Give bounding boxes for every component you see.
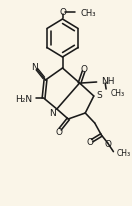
Text: O: O [56,128,63,137]
Text: CH₃: CH₃ [81,8,96,18]
Text: CH₃: CH₃ [116,149,130,157]
Text: S: S [97,91,102,100]
Text: N: N [31,62,38,71]
Text: N: N [49,109,55,118]
Text: CH₃: CH₃ [111,89,125,98]
Text: O: O [59,7,66,16]
Text: NH: NH [101,77,115,86]
Text: O: O [105,139,112,149]
Text: H₂N: H₂N [15,94,32,103]
Text: O: O [86,137,93,146]
Text: O: O [81,65,88,74]
